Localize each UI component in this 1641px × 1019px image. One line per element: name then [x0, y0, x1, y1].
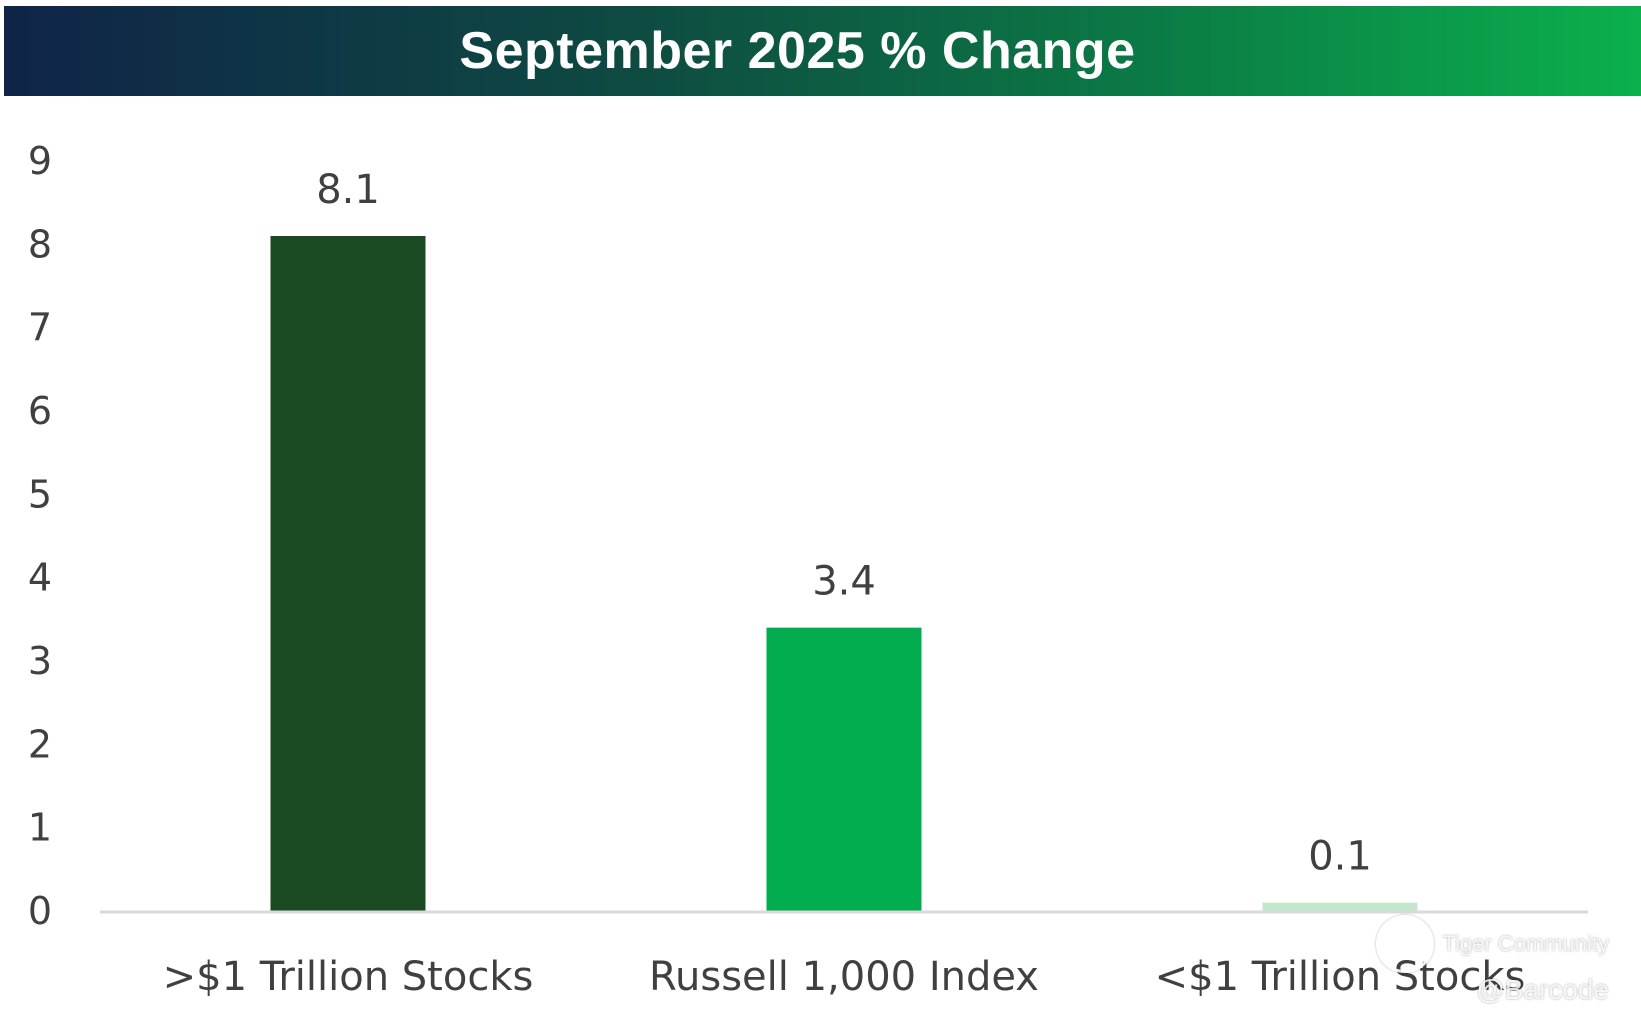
- y-tick-label: 2: [28, 722, 52, 766]
- watermark: Tiger Community @Barcode: [1376, 915, 1609, 1007]
- data-label-1: 8.1: [316, 167, 380, 213]
- bar-2: [766, 627, 922, 911]
- watermark-user: @Barcode: [1476, 974, 1609, 1006]
- y-tick-label: 9: [28, 139, 52, 183]
- y-tick-label: 3: [28, 639, 52, 683]
- category-label-2: Russell 1,000 Index: [649, 954, 1039, 1000]
- category-label-3: <$1 Trillion Stocks: [1155, 954, 1526, 1000]
- bar-1: [270, 236, 426, 911]
- y-tick-label: 0: [28, 889, 52, 933]
- chart-title: September 2025 % Change: [459, 22, 1136, 80]
- y-tick-label: 8: [28, 222, 52, 266]
- category-label-1: >$1 Trillion Stocks: [163, 954, 534, 1000]
- y-tick-label: 7: [28, 306, 52, 350]
- chart-title-banner: September 2025 % Change: [4, 6, 1641, 96]
- data-label-3: 0.1: [1308, 834, 1372, 880]
- y-tick-label: 6: [28, 389, 52, 433]
- y-tick-label: 1: [28, 806, 52, 850]
- y-tick-label: 4: [28, 556, 52, 600]
- data-label-2: 3.4: [812, 559, 876, 605]
- y-tick-label: 5: [28, 472, 52, 516]
- watermark-brand: Tiger Community: [1442, 931, 1609, 957]
- bar-3: [1262, 902, 1418, 911]
- tiger-logo-icon: [1376, 915, 1435, 974]
